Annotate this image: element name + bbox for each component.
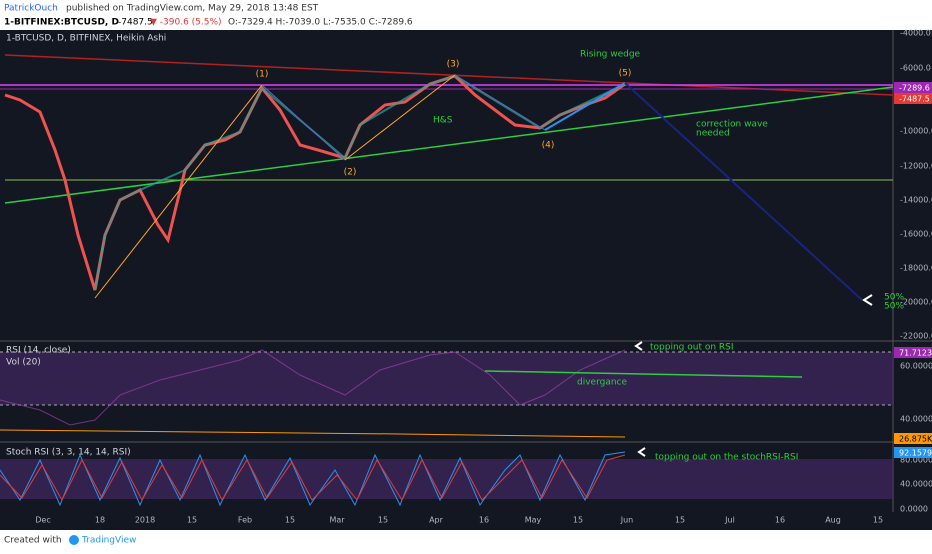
footer-brand[interactable]: TradingView (81, 536, 136, 546)
time-label: Dec (35, 516, 50, 525)
published: published on TradingView.com, May 29, 20… (66, 4, 319, 14)
badge (894, 433, 932, 444)
stoch-legend: Stoch RSI (3, 3, 14, 14, RSI) (6, 448, 131, 458)
annotation: correction wave (696, 120, 768, 130)
change: ▼ -390.6 (5.5%) (150, 18, 222, 28)
ohlc: O:-7329.4 H:-7039.0 L:-7535.0 C:-7289.6 (228, 18, 413, 28)
stoch-axis: 80.0000 (900, 456, 932, 465)
price-label: -4000.0 (900, 29, 931, 38)
time-label: 15 (573, 516, 583, 525)
time-label: 16 (479, 516, 489, 525)
badge-stoch: 92.1579 (899, 449, 932, 458)
time-label: 18 (95, 516, 105, 525)
main-legend: 1-BTCUSD, D, BITFINEX, Heikin Ashi (6, 34, 166, 44)
last: -7487.5 (118, 18, 153, 28)
annotation: Rising wedge (580, 50, 641, 60)
vol-legend: Vol (20) (6, 358, 41, 368)
badge-close: -7289.6 (899, 84, 930, 93)
badge (894, 347, 932, 358)
rsi-legend: RSI (14, close) (6, 346, 71, 356)
rsi-line (0, 349, 626, 426)
annotation: 50% (884, 293, 904, 303)
annotation: 50% (884, 302, 904, 312)
arrow (637, 447, 646, 457)
wave-label: (3) (447, 60, 460, 70)
annotation: H&S (433, 116, 453, 126)
price-label: -22000.0 (900, 332, 932, 341)
wave-label: (4) (542, 141, 555, 151)
time-label: Jun (620, 516, 634, 525)
stoch-band (0, 459, 893, 499)
stoch-axis: 40.0000 (900, 480, 932, 489)
price-label: -18000.0 (900, 264, 932, 273)
badge-vol: 26.875K (899, 435, 932, 444)
price-axis: -4000.0 -6000.0 -10000.0 -12000.0 -14000… (900, 29, 932, 341)
vol-line (0, 429, 626, 438)
wave-line (544, 82, 626, 131)
time-label: Aug (825, 516, 841, 525)
price-label: -14000.0 (900, 196, 932, 205)
footer-bg (0, 530, 932, 550)
time-label: 15 (378, 516, 388, 525)
arrow (634, 341, 643, 351)
projection-line (624, 82, 863, 301)
time-label: Mar (329, 516, 345, 525)
wave-line (344, 74, 456, 161)
time-label: 15 (675, 516, 685, 525)
wave-line (454, 74, 546, 131)
annotation: topping out on RSI (650, 343, 734, 353)
badge (894, 447, 932, 458)
stoch-axis: 0.0000 (900, 505, 928, 514)
price-label: -6000.0 (900, 64, 931, 73)
annotation: divergance (577, 378, 627, 388)
time-label: 15 (187, 516, 197, 525)
resistance-line (4, 54, 894, 96)
price-path (4, 74, 626, 291)
time-label: 2018 (135, 516, 155, 525)
divergence-line (484, 370, 803, 378)
price-label: -12000.0 (900, 162, 932, 171)
price-path-up (94, 74, 626, 291)
time-label: Feb (238, 516, 252, 525)
annotation: needed (696, 129, 730, 139)
footer-created: Created with (4, 536, 62, 546)
publisher[interactable]: PatrickOuch (4, 4, 58, 14)
wave-label: (1) (256, 70, 269, 80)
rsi-axis: 60.0000 (900, 362, 932, 371)
annotation: topping out on the stochRSI-RSI (655, 453, 798, 463)
logo (69, 535, 79, 545)
price-label: -16000.0 (900, 230, 932, 239)
time-label: Apr (429, 516, 444, 525)
stoch-d (0, 454, 626, 502)
wave-line (94, 84, 263, 299)
time-axis: Dec 18 2018 15 Feb 15 Mar 15 Apr 16 May 15 Jun 15 Jul 1… (35, 516, 883, 525)
badge (894, 82, 932, 93)
time-label: 15 (285, 516, 295, 525)
stoch-k (0, 451, 626, 507)
chart-bg (0, 30, 932, 530)
price-label: -20000.0 (900, 298, 932, 307)
arrow (862, 294, 873, 306)
rsi-axis: 40.0000 (900, 415, 932, 424)
time-label: May (525, 516, 542, 525)
time-label: Jul (724, 516, 735, 525)
badge-rsi: 71.7123 (899, 349, 932, 358)
badge-last: -7487.5 (899, 95, 930, 104)
wave-label: (2) (344, 168, 357, 178)
time-label: 16 (775, 516, 785, 525)
wave-label: (5) (619, 69, 632, 79)
badge (894, 93, 932, 104)
wave-line (261, 84, 346, 161)
rsi-band (0, 352, 893, 405)
price-label: -10000.0 (900, 127, 932, 136)
symbol: 1-BITFINEX:BTCUSD, D (4, 18, 119, 28)
time-label: 15 (873, 516, 883, 525)
